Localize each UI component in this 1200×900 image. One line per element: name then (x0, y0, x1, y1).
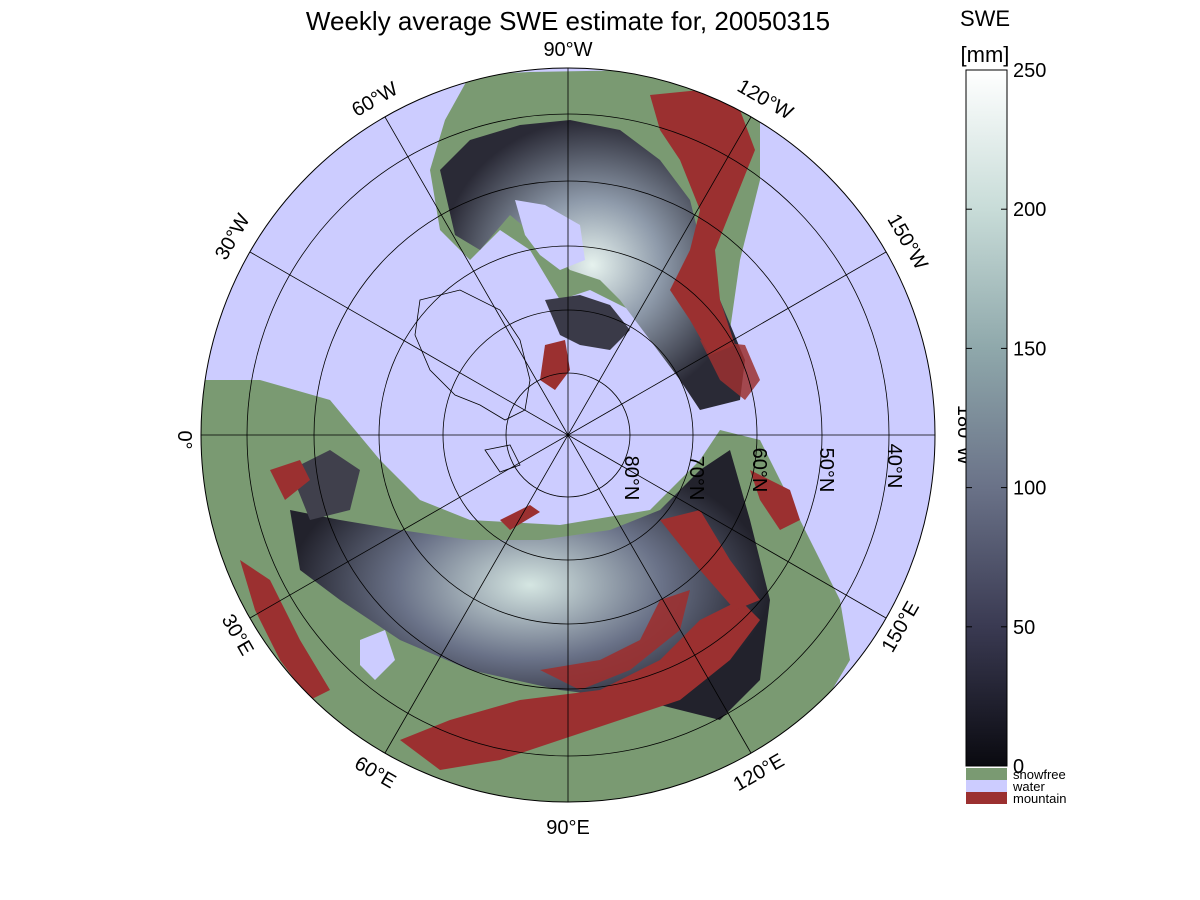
svalbard (484, 444, 521, 473)
colorbar-tick-label-3: 150 (1013, 338, 1046, 360)
meridian-150w-30e (249, 251, 887, 619)
chart-title: Weekly average SWE estimate for, 2005031… (306, 6, 830, 36)
north-america-snowcover (440, 120, 745, 410)
colorbar-tick-label-4: 200 (1013, 199, 1046, 221)
alaska-mountains (700, 340, 760, 400)
longitude-graticule (201, 68, 935, 802)
lat-label-40n: 40°N (883, 444, 905, 489)
himalaya-mountains (400, 600, 760, 770)
latitude-labels: 80°N 70°N 60°N 50°N 40°N (620, 444, 905, 501)
central-asia-mountains (540, 590, 690, 690)
legend-label-water: water (1012, 779, 1045, 794)
hudson-bay (515, 200, 585, 270)
kamchatka-mountains (750, 470, 800, 530)
colorbar-tick-label-1: 50 (1013, 617, 1035, 639)
legend-swatch-snowfree (966, 768, 1007, 780)
colorbar-tick-label-5: 250 (1013, 60, 1046, 82)
lat-label-60n: 60°N (748, 448, 770, 493)
scandinavian-mountains (270, 460, 310, 500)
scandinavia-snow (290, 450, 360, 520)
lat-label-50n: 50°N (815, 448, 837, 493)
legend-swatch-water (966, 780, 1007, 792)
colorbar-title: SWE (960, 6, 1010, 31)
globe-outline (200, 67, 936, 803)
lon-label-90w: 90°W (543, 39, 592, 61)
lon-label-60e: 60°E (351, 752, 400, 793)
canadian-archipelago (545, 295, 630, 350)
lon-label-0: 0° (173, 430, 195, 449)
lat-label-80n: 80°N (620, 456, 642, 501)
legend-label-mountain: mountain (1013, 791, 1066, 806)
ellesmere-mountains (540, 340, 570, 390)
novaya-zemlya (500, 505, 540, 530)
caspian-sea (360, 630, 395, 680)
colorbar-gradient (965, 69, 1008, 767)
european-mountains (240, 560, 330, 700)
colorbar-ticks: 0 50 100 150 200 250 (966, 60, 1046, 778)
lat-label-70n: 70°N (685, 456, 707, 501)
colorbar-tick-label-0: 0 (1013, 756, 1024, 778)
colorbar-tick-label-2: 100 (1013, 478, 1046, 500)
colorbar-unit: [mm] (961, 42, 1010, 67)
lon-label-90e: 90°E (546, 817, 590, 839)
legend-swatch-mountain (966, 792, 1007, 804)
greenland (414, 289, 531, 421)
legend-label-snowfree: snowfree (1013, 767, 1066, 782)
